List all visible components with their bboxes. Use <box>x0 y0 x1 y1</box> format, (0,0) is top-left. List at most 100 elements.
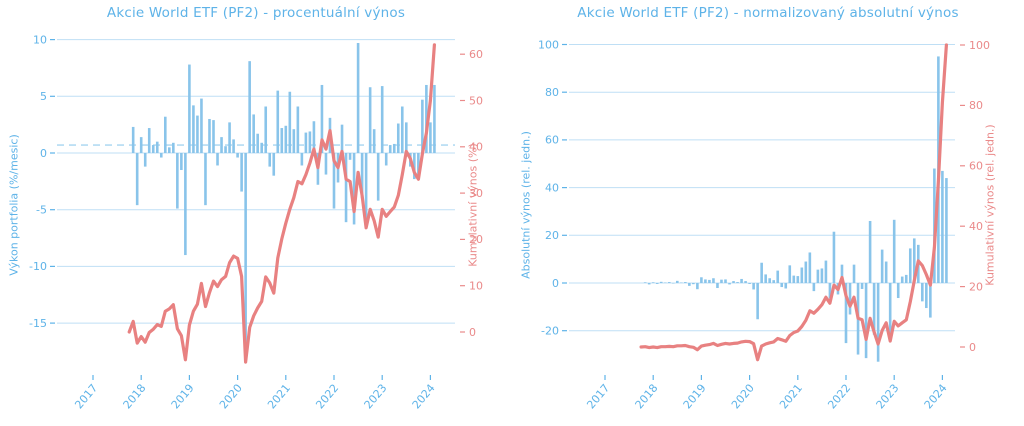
left-axis-tick-label: 60 <box>545 134 559 147</box>
bar <box>320 84 324 153</box>
bar <box>788 265 792 283</box>
bar <box>368 87 372 153</box>
left-axis-tick-label: -10 <box>29 260 47 273</box>
bar <box>324 153 328 175</box>
right-axis-tick-label: 20 <box>469 233 483 246</box>
left-axis-tick-label: 80 <box>545 86 559 99</box>
bar <box>692 283 695 285</box>
right-axis-tick-label: 40 <box>969 220 983 233</box>
bar <box>663 282 667 284</box>
right-axis-tick-label: 100 <box>969 39 990 52</box>
bar <box>164 116 167 153</box>
bar <box>413 153 416 180</box>
bar <box>844 283 848 344</box>
bar <box>884 261 888 283</box>
bar <box>392 143 396 153</box>
bar <box>925 283 928 309</box>
bar <box>744 281 747 283</box>
bar <box>312 121 316 153</box>
bar <box>941 170 944 283</box>
right-axis-tick-label: 30 <box>469 187 483 200</box>
x-axis-year-label: 2018 <box>633 382 661 412</box>
bar <box>260 142 263 153</box>
left-axis-tick-label: 100 <box>538 38 559 51</box>
bar <box>684 282 687 283</box>
bar <box>264 106 268 153</box>
bar <box>912 238 916 283</box>
bar <box>792 275 796 283</box>
bar <box>240 153 243 192</box>
x-axis-year-label: 2021 <box>265 382 293 412</box>
bar <box>840 264 844 283</box>
right-axis-tick-label: 60 <box>969 160 983 173</box>
bar <box>904 274 908 283</box>
right-axis-ticks: 100 80 60 40 20 0 <box>960 39 990 354</box>
x-axis-year-label: 2023 <box>874 382 902 412</box>
bar <box>433 84 436 153</box>
cumulative-return-line <box>639 43 949 362</box>
bar <box>244 153 247 360</box>
bar <box>848 283 852 315</box>
bar <box>720 279 723 283</box>
left-axis-tick-label: 0 <box>40 147 47 160</box>
right-axis-tick-label: 20 <box>969 280 983 293</box>
left-axis-ticks: 100 80 60 40 20 0 -20 <box>538 38 567 338</box>
bar <box>256 133 259 153</box>
bar <box>651 282 655 283</box>
bar <box>688 283 691 286</box>
bar <box>135 153 139 206</box>
bar <box>804 261 808 283</box>
x-axis-year-label: 2024 <box>922 382 950 412</box>
bar <box>764 274 767 283</box>
bar <box>151 145 155 153</box>
bar <box>929 283 932 318</box>
bar <box>304 132 308 153</box>
left-axis-tick-label: 5 <box>40 90 47 103</box>
bar <box>888 283 892 336</box>
bar <box>224 146 227 153</box>
bar <box>776 270 780 283</box>
right-axis-tick-label: 0 <box>969 341 976 354</box>
right-axis-tick-label: 0 <box>469 326 476 339</box>
bar <box>892 219 896 283</box>
bar <box>860 283 864 289</box>
bar <box>425 84 428 153</box>
bar <box>712 278 715 283</box>
bar <box>832 231 836 283</box>
bar <box>380 86 384 153</box>
bar <box>828 283 832 299</box>
right-axis-tick-label: 80 <box>969 99 983 112</box>
bar <box>756 283 759 320</box>
bar <box>356 43 360 153</box>
x-axis-year-label: 2018 <box>121 382 149 412</box>
x-axis-year-label: 2020 <box>729 382 757 412</box>
bar <box>659 281 663 283</box>
bar <box>417 153 420 178</box>
left-axis-ticks: 10 5 0 -5 -10 -15 <box>29 33 55 330</box>
bar <box>780 283 784 288</box>
bar <box>796 276 800 283</box>
left-axis-tick-label: 40 <box>545 181 559 194</box>
bar <box>172 142 175 153</box>
bar <box>176 153 179 209</box>
bar <box>732 281 735 283</box>
bar <box>812 283 816 292</box>
bar <box>248 61 251 153</box>
x-axis-year-label: 2023 <box>362 382 390 412</box>
bar <box>816 269 820 283</box>
bar <box>708 279 711 283</box>
bar <box>204 153 207 206</box>
bar <box>868 220 872 283</box>
left-axis-tick-label: -15 <box>29 317 47 330</box>
right-axis-tick-label: 50 <box>469 94 483 107</box>
bar <box>364 153 368 225</box>
bar <box>292 129 296 153</box>
bar <box>429 122 432 153</box>
bar <box>667 282 671 283</box>
bar <box>405 122 408 153</box>
bar <box>348 153 352 160</box>
bar <box>208 118 211 153</box>
